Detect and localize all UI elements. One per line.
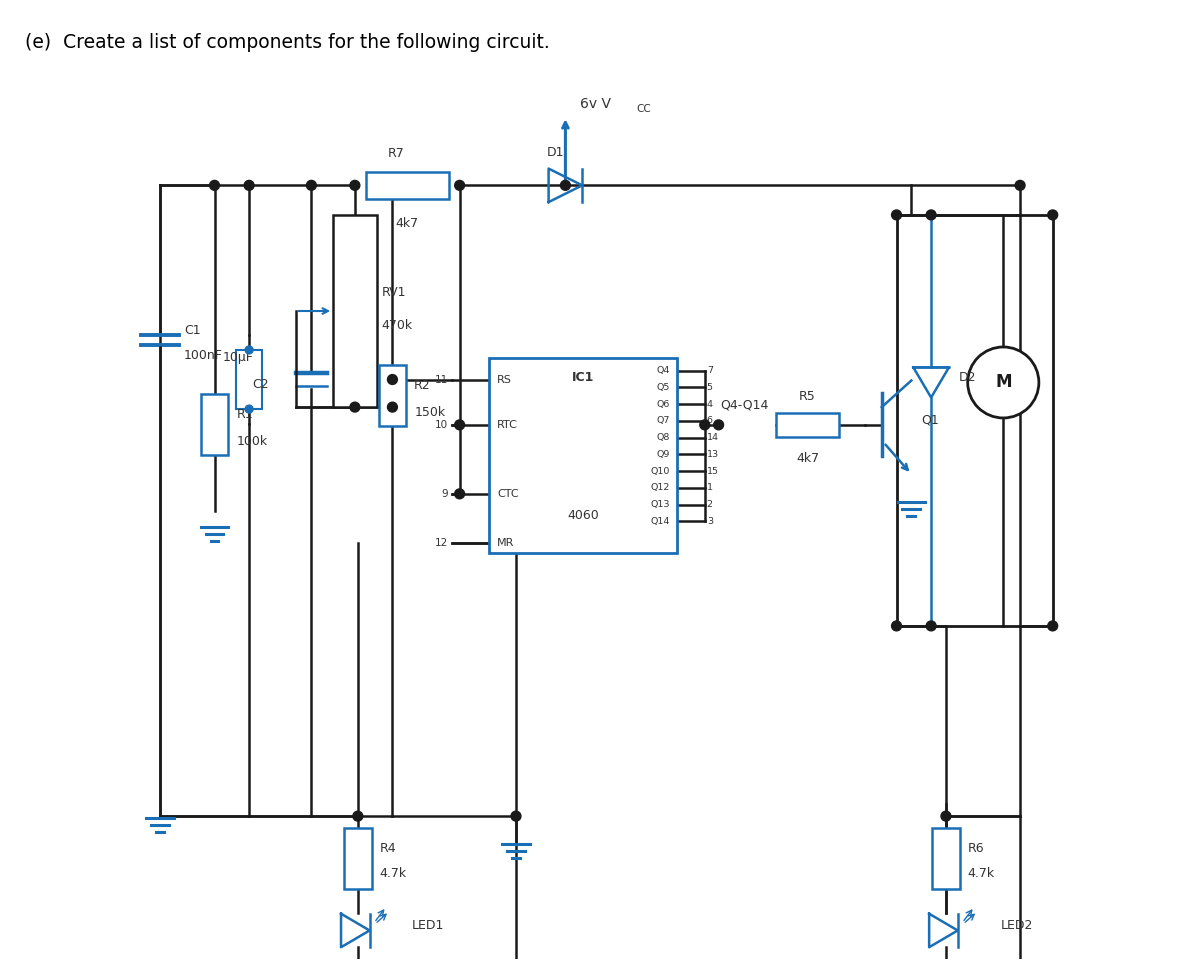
- Bar: [932, 828, 960, 889]
- Text: 4k7: 4k7: [396, 217, 419, 230]
- Circle shape: [210, 181, 220, 190]
- Text: LED1: LED1: [412, 919, 444, 932]
- Bar: [366, 172, 449, 199]
- Text: 4060: 4060: [568, 509, 599, 522]
- Bar: [776, 413, 839, 437]
- Text: Q1: Q1: [922, 413, 938, 426]
- Circle shape: [353, 811, 362, 821]
- Text: 6v V: 6v V: [581, 98, 611, 111]
- Text: Q12: Q12: [650, 483, 670, 493]
- Text: 9: 9: [442, 489, 448, 498]
- Text: Q8: Q8: [656, 433, 670, 442]
- Bar: [344, 828, 372, 889]
- Circle shape: [926, 210, 936, 220]
- Text: Q13: Q13: [650, 500, 670, 509]
- Text: 2: 2: [707, 500, 713, 509]
- Text: 100k: 100k: [236, 435, 268, 448]
- Text: Q10: Q10: [650, 467, 670, 475]
- Text: 3: 3: [707, 517, 713, 526]
- Text: 10: 10: [434, 420, 448, 430]
- Text: 1: 1: [707, 483, 713, 493]
- Text: 4: 4: [707, 400, 713, 409]
- Text: 6: 6: [707, 416, 713, 425]
- Text: R5: R5: [799, 390, 816, 403]
- Text: D2: D2: [959, 371, 977, 384]
- Circle shape: [245, 405, 253, 413]
- Circle shape: [388, 375, 397, 384]
- Text: 4.7k: 4.7k: [967, 867, 995, 880]
- Circle shape: [926, 621, 936, 631]
- Circle shape: [1015, 181, 1025, 190]
- Circle shape: [700, 420, 709, 430]
- Text: 4.7k: 4.7k: [379, 867, 407, 880]
- Text: LED2: LED2: [1001, 919, 1033, 932]
- Circle shape: [1048, 210, 1057, 220]
- Text: 470k: 470k: [382, 319, 413, 332]
- Text: 12: 12: [434, 538, 448, 548]
- Circle shape: [455, 420, 464, 430]
- Bar: [236, 350, 262, 409]
- Text: C1: C1: [184, 324, 200, 337]
- Text: R1: R1: [236, 409, 253, 421]
- Text: C2: C2: [252, 378, 269, 391]
- Circle shape: [350, 181, 360, 190]
- Text: IC1: IC1: [572, 371, 594, 384]
- Text: 15: 15: [707, 467, 719, 475]
- Circle shape: [892, 621, 901, 631]
- Text: Q4-Q14: Q4-Q14: [720, 398, 769, 412]
- Text: R6: R6: [967, 842, 984, 855]
- Text: 4k7: 4k7: [796, 452, 820, 466]
- Text: Q4: Q4: [656, 366, 670, 375]
- Circle shape: [244, 181, 254, 190]
- Text: Q5: Q5: [656, 383, 670, 392]
- Text: RTC: RTC: [497, 420, 518, 430]
- Text: 100nF: 100nF: [184, 350, 223, 362]
- Circle shape: [892, 210, 901, 220]
- Text: 150k: 150k: [414, 406, 445, 418]
- Bar: [378, 365, 407, 426]
- Bar: [200, 394, 228, 455]
- Text: Q6: Q6: [656, 400, 670, 409]
- Text: 11: 11: [434, 375, 448, 384]
- Circle shape: [1048, 621, 1057, 631]
- Circle shape: [245, 346, 253, 354]
- Circle shape: [306, 181, 317, 190]
- Text: D1: D1: [547, 146, 564, 158]
- Text: M: M: [995, 374, 1012, 391]
- Text: 10μF: 10μF: [222, 352, 253, 364]
- Circle shape: [455, 489, 464, 498]
- Text: RS: RS: [497, 375, 512, 384]
- Text: 7: 7: [707, 366, 713, 375]
- Text: R2: R2: [414, 379, 431, 392]
- Circle shape: [560, 181, 570, 190]
- Text: R4: R4: [379, 842, 396, 855]
- Circle shape: [388, 402, 397, 412]
- Text: Q14: Q14: [650, 517, 670, 526]
- Circle shape: [511, 811, 521, 821]
- Bar: [896, 214, 1052, 626]
- Text: (e)  Create a list of components for the following circuit.: (e) Create a list of components for the …: [25, 33, 550, 51]
- Text: Q9: Q9: [656, 450, 670, 459]
- Circle shape: [714, 420, 724, 430]
- Text: CC: CC: [636, 104, 652, 114]
- Circle shape: [455, 181, 464, 190]
- Text: Q7: Q7: [656, 416, 670, 425]
- Text: RV1: RV1: [382, 286, 406, 299]
- Text: CTC: CTC: [497, 489, 518, 498]
- Text: MR: MR: [497, 538, 515, 548]
- Bar: [334, 214, 377, 407]
- Circle shape: [941, 811, 950, 821]
- Bar: [490, 357, 677, 553]
- Text: 5: 5: [707, 383, 713, 392]
- Circle shape: [350, 402, 360, 412]
- Circle shape: [967, 347, 1039, 418]
- Text: R7: R7: [388, 147, 404, 159]
- Text: 13: 13: [707, 450, 719, 459]
- Text: 14: 14: [707, 433, 719, 442]
